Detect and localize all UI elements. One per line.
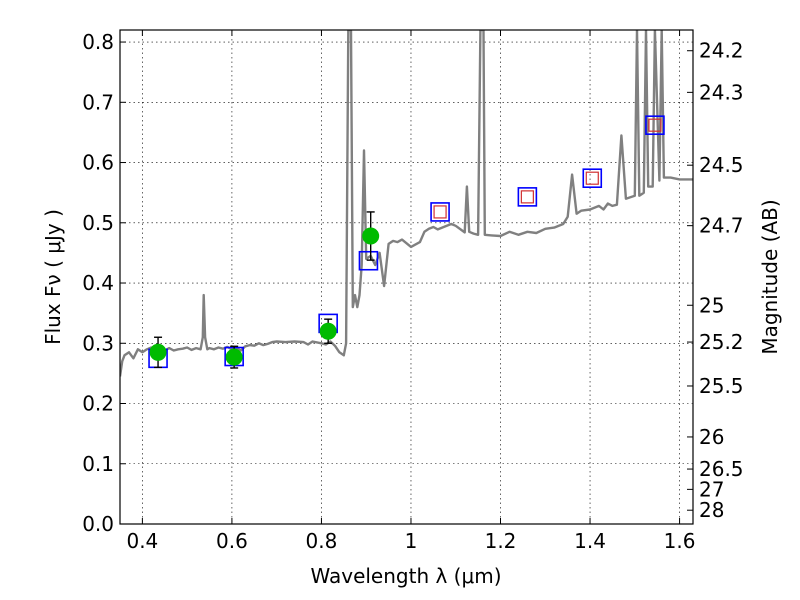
model-band-box-7 (645, 115, 665, 135)
x-tick-label-3: 1 (405, 529, 418, 553)
model-band-marker-4 (430, 202, 450, 222)
x-tick-label-0: 0.4 (126, 529, 158, 553)
model-band-inner-4 (433, 205, 447, 219)
model-band-inner-5 (520, 190, 534, 204)
model-band-box-5 (517, 187, 538, 207)
y-tick-label-5: 0.5 (82, 211, 114, 235)
model-band-inner-7 (648, 118, 662, 132)
y-tick-label-2: 0.2 (82, 392, 114, 416)
y-tick-label-6: 0.6 (82, 151, 114, 175)
y-tick-label-8: 0.8 (82, 30, 114, 54)
model-band-box-6 (582, 168, 603, 188)
plot-frame (119, 29, 694, 525)
x-tick-label-5: 1.4 (574, 529, 606, 553)
model-band-marker-6 (582, 168, 603, 188)
photometry-point-2 (319, 318, 337, 344)
x-tick-label-2: 0.8 (306, 529, 338, 553)
photometry-point-3 (362, 211, 380, 261)
series-layer (120, 30, 693, 377)
photometry-point-0 (149, 336, 167, 369)
right-axis-title: Magnitude (AB) (758, 199, 782, 354)
model-band-marker-3 (358, 250, 379, 271)
y-tick-label-3: 0.3 (82, 331, 114, 355)
model-band-marker-5 (517, 187, 538, 207)
y-tick-label-4: 0.4 (82, 271, 114, 295)
y-axis-title: Flux Fν ( μJy ) (41, 209, 65, 345)
photometry-circle-0 (149, 343, 167, 361)
model-band-inner-6 (585, 171, 599, 185)
photometry-circle-2 (319, 322, 337, 340)
right-tick-label-10: 28 (699, 498, 724, 522)
right-tick-label-3: 24.7 (699, 214, 744, 238)
y-tick-label-1: 0.1 (82, 452, 114, 476)
model-band-box-4 (430, 202, 450, 222)
photometry-circle-3 (362, 227, 380, 245)
right-tick-label-0: 24.2 (699, 39, 744, 63)
model-band-box-3 (358, 250, 379, 271)
y-tick-label-7: 0.7 (82, 90, 114, 114)
plot-area (120, 30, 693, 377)
model-band-marker-7 (645, 115, 665, 135)
right-tick-label-6: 25.5 (699, 374, 744, 398)
right-tick-label-8: 26.5 (699, 457, 744, 481)
y-tick-label-0: 0.0 (82, 512, 114, 536)
x-tick-label-4: 1.2 (485, 529, 517, 553)
right-tick-label-9: 27 (699, 477, 724, 501)
x-tick-label-1: 0.6 (216, 529, 248, 553)
x-tick-label-6: 1.6 (664, 529, 696, 553)
axes: 0.4 0.6 0.8 1 1.2 1.4 1.6 0.0 0.1 0.2 0.3 0.4 0.5 0.6… (82, 29, 744, 553)
right-tick-label-1: 24.3 (699, 80, 744, 104)
photometry-point-1 (225, 345, 243, 369)
right-tick-label-7: 26 (699, 425, 724, 449)
model-sed-line (120, 30, 693, 377)
right-tick-label-5: 25.2 (699, 330, 744, 354)
x-axis-title: Wavelength λ (μm) (310, 564, 501, 588)
right-tick-label-2: 24.5 (699, 153, 744, 177)
right-tick-label-4: 25 (699, 293, 724, 317)
photometry-circle-1 (225, 348, 243, 366)
